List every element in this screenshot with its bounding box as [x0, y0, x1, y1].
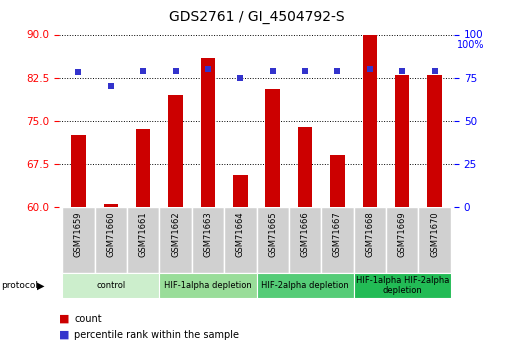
- Text: GSM71665: GSM71665: [268, 211, 277, 257]
- Bar: [386, 207, 419, 273]
- Bar: [419, 207, 451, 273]
- Bar: [71, 135, 86, 207]
- Text: GSM71668: GSM71668: [365, 211, 374, 257]
- Point: [269, 68, 277, 73]
- Point: [366, 66, 374, 72]
- Text: count: count: [74, 314, 102, 324]
- Text: ■: ■: [59, 314, 69, 324]
- Bar: [363, 26, 377, 207]
- Bar: [224, 207, 256, 273]
- Text: GSM71661: GSM71661: [139, 211, 148, 257]
- Bar: [168, 95, 183, 207]
- Point: [301, 68, 309, 73]
- Text: GSM71667: GSM71667: [333, 211, 342, 257]
- Bar: [136, 129, 150, 207]
- Bar: [104, 204, 118, 207]
- Text: percentile rank within the sample: percentile rank within the sample: [74, 330, 240, 339]
- Point: [236, 75, 244, 80]
- Text: GSM71664: GSM71664: [236, 211, 245, 257]
- Bar: [353, 207, 386, 273]
- Bar: [353, 273, 451, 298]
- Text: 100%: 100%: [457, 40, 484, 50]
- Point: [107, 83, 115, 89]
- Point: [171, 68, 180, 73]
- Bar: [192, 207, 224, 273]
- Bar: [256, 273, 353, 298]
- Bar: [298, 127, 312, 207]
- Text: GSM71663: GSM71663: [204, 211, 212, 257]
- Bar: [233, 175, 248, 207]
- Text: GSM71669: GSM71669: [398, 211, 407, 257]
- Bar: [256, 207, 289, 273]
- Point: [139, 68, 147, 73]
- Text: ■: ■: [59, 330, 69, 339]
- Point: [333, 68, 342, 73]
- Bar: [289, 207, 321, 273]
- Text: GSM71666: GSM71666: [301, 211, 309, 257]
- Bar: [62, 207, 94, 273]
- Point: [74, 70, 83, 75]
- Bar: [94, 207, 127, 273]
- Bar: [127, 207, 160, 273]
- Point: [398, 68, 406, 73]
- Text: GSM71670: GSM71670: [430, 211, 439, 257]
- Text: HIF-2alpha depletion: HIF-2alpha depletion: [261, 281, 349, 290]
- Bar: [160, 207, 192, 273]
- Point: [430, 68, 439, 73]
- Text: ▶: ▶: [37, 280, 45, 290]
- Bar: [265, 89, 280, 207]
- Text: GSM71662: GSM71662: [171, 211, 180, 257]
- Bar: [321, 207, 353, 273]
- Text: protocol: protocol: [2, 281, 38, 290]
- Text: HIF-1alpha HIF-2alpha
depletion: HIF-1alpha HIF-2alpha depletion: [356, 276, 449, 295]
- Bar: [330, 155, 345, 207]
- Text: GSM71660: GSM71660: [106, 211, 115, 257]
- Bar: [201, 58, 215, 207]
- Bar: [160, 273, 256, 298]
- Text: control: control: [96, 281, 125, 290]
- Text: GDS2761 / GI_4504792-S: GDS2761 / GI_4504792-S: [169, 10, 344, 24]
- Bar: [62, 273, 160, 298]
- Bar: [427, 75, 442, 207]
- Text: GSM71659: GSM71659: [74, 211, 83, 257]
- Bar: [395, 75, 409, 207]
- Text: HIF-1alpha depletion: HIF-1alpha depletion: [164, 281, 252, 290]
- Point: [204, 66, 212, 72]
